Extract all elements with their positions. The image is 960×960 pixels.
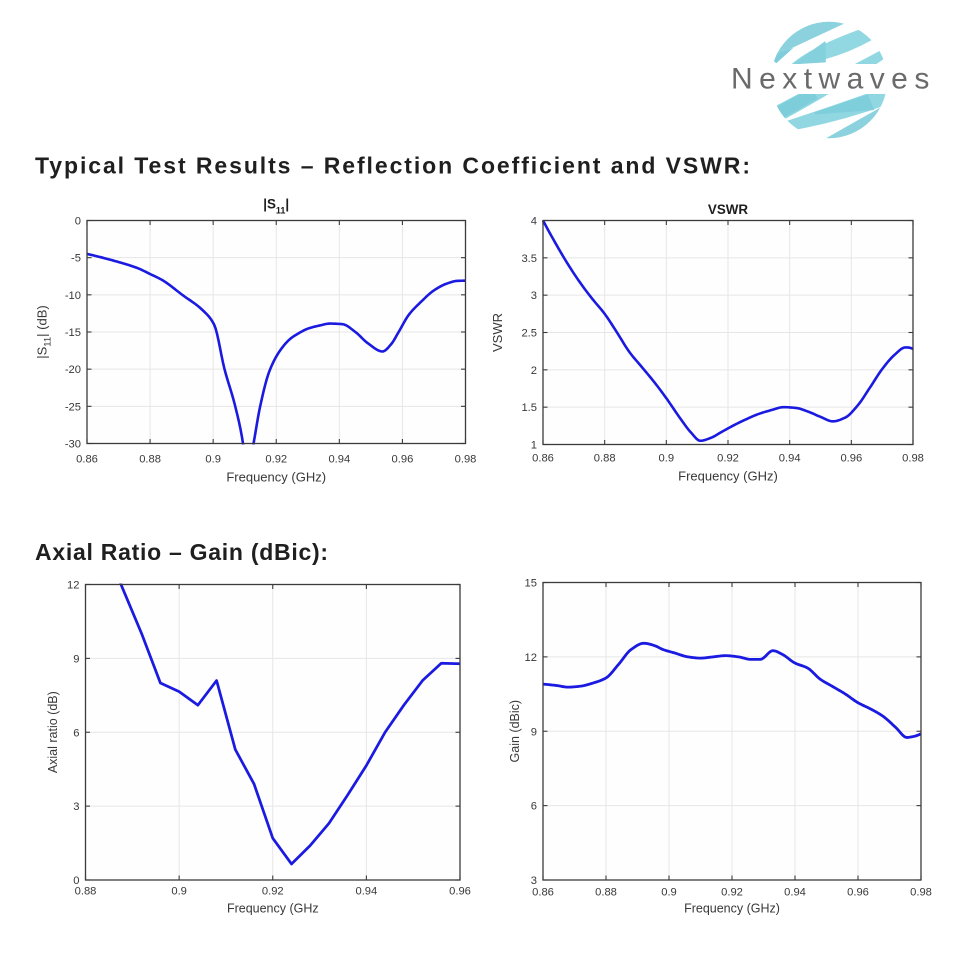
svg-text:3.5: 3.5 [521, 253, 537, 265]
svg-text:9: 9 [73, 653, 79, 665]
svg-text:0.98: 0.98 [910, 887, 932, 899]
svg-text:Frequency (GHz): Frequency (GHz) [678, 469, 778, 484]
svg-text:3: 3 [73, 801, 79, 813]
svg-text:0.92: 0.92 [721, 887, 743, 899]
svg-text:12: 12 [525, 652, 537, 664]
svg-text:VSWR: VSWR [490, 313, 505, 352]
svg-text:Gain (dBic): Gain (dBic) [508, 700, 522, 763]
svg-text:0.94: 0.94 [779, 453, 801, 465]
svg-text:Nextwaves: Nextwaves [731, 63, 936, 96]
svg-text:0.9: 0.9 [171, 885, 187, 897]
svg-text:0.94: 0.94 [328, 453, 350, 465]
svg-text:6: 6 [73, 727, 79, 739]
svg-text:0.98: 0.98 [902, 453, 924, 465]
svg-text:0.88: 0.88 [594, 453, 616, 465]
svg-text:0.9: 0.9 [659, 453, 675, 465]
svg-text:Axial Ratio – Gain (dBic):: Axial Ratio – Gain (dBic): [35, 539, 329, 565]
svg-text:-20: -20 [65, 364, 81, 376]
svg-text:2: 2 [531, 365, 537, 377]
svg-text:|S11|: |S11| [263, 197, 289, 216]
svg-text:12: 12 [67, 580, 79, 592]
svg-text:0: 0 [75, 216, 81, 228]
svg-text:-25: -25 [65, 401, 81, 413]
svg-text:1: 1 [531, 440, 537, 452]
svg-text:0.96: 0.96 [840, 453, 862, 465]
svg-text:6: 6 [531, 801, 537, 813]
svg-text:0.9: 0.9 [205, 453, 221, 465]
svg-text:VSWR: VSWR [708, 202, 749, 217]
svg-text:0: 0 [73, 875, 79, 887]
svg-text:0.9: 0.9 [661, 887, 677, 899]
svg-text:0.86: 0.86 [532, 453, 554, 465]
svg-text:-10: -10 [65, 290, 81, 302]
svg-text:3: 3 [531, 290, 537, 302]
svg-text:-30: -30 [65, 439, 81, 451]
svg-text:-5: -5 [71, 253, 81, 265]
svg-text:0.86: 0.86 [76, 453, 98, 465]
svg-text:0.92: 0.92 [262, 885, 284, 897]
svg-text:4: 4 [531, 216, 537, 228]
svg-text:Typical Test Results – Reflect: Typical Test Results – Reflection Coeffi… [35, 153, 752, 179]
svg-text:0.96: 0.96 [392, 453, 414, 465]
svg-text:-15: -15 [65, 327, 81, 339]
svg-text:0.96: 0.96 [847, 887, 869, 899]
svg-text:0.88: 0.88 [75, 885, 97, 897]
svg-text:2.5: 2.5 [521, 328, 537, 340]
svg-text:0.98: 0.98 [455, 453, 477, 465]
svg-text:Frequency (GHz: Frequency (GHz [227, 901, 319, 915]
svg-text:3: 3 [531, 875, 537, 887]
svg-text:9: 9 [531, 726, 537, 738]
svg-text:Axial ratio (dB): Axial ratio (dB) [46, 691, 60, 773]
svg-text:0.88: 0.88 [139, 453, 161, 465]
svg-text:Frequency (GHz): Frequency (GHz) [226, 470, 326, 485]
svg-text:0.94: 0.94 [784, 887, 806, 899]
svg-text:0.88: 0.88 [595, 887, 617, 899]
svg-text:|S11| (dB): |S11| (dB) [35, 305, 54, 359]
svg-text:0.86: 0.86 [532, 887, 554, 899]
svg-text:Frequency (GHz): Frequency (GHz) [684, 901, 780, 915]
svg-text:15: 15 [525, 578, 537, 590]
svg-text:0.94: 0.94 [355, 885, 377, 897]
svg-text:0.92: 0.92 [265, 453, 287, 465]
svg-text:1.5: 1.5 [521, 402, 537, 414]
svg-text:0.92: 0.92 [717, 453, 739, 465]
svg-text:0.96: 0.96 [449, 885, 471, 897]
